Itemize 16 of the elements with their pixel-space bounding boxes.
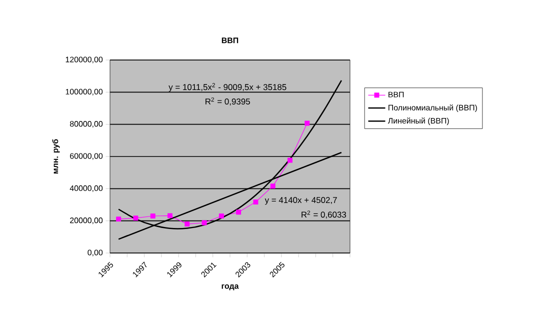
point bbox=[218, 214, 224, 218]
point bbox=[253, 200, 258, 205]
annotation: y = 4140x + 4502,7 bbox=[264, 197, 337, 205]
point bbox=[150, 214, 156, 218]
point bbox=[133, 216, 138, 221]
annotation: R$^{2}$ = 0,9395 bbox=[206, 97, 250, 106]
annotation: R$^{2}$ = 0,6033 bbox=[302, 210, 346, 219]
point bbox=[288, 158, 292, 163]
annotation: y = 1011,5x$^{2}$ - 9009,5x + 35185 bbox=[168, 83, 286, 92]
point bbox=[184, 222, 190, 227]
point bbox=[116, 216, 122, 222]
point bbox=[304, 120, 310, 126]
point bbox=[236, 210, 242, 215]
point bbox=[270, 184, 276, 189]
point bbox=[168, 213, 172, 218]
point bbox=[202, 220, 207, 226]
